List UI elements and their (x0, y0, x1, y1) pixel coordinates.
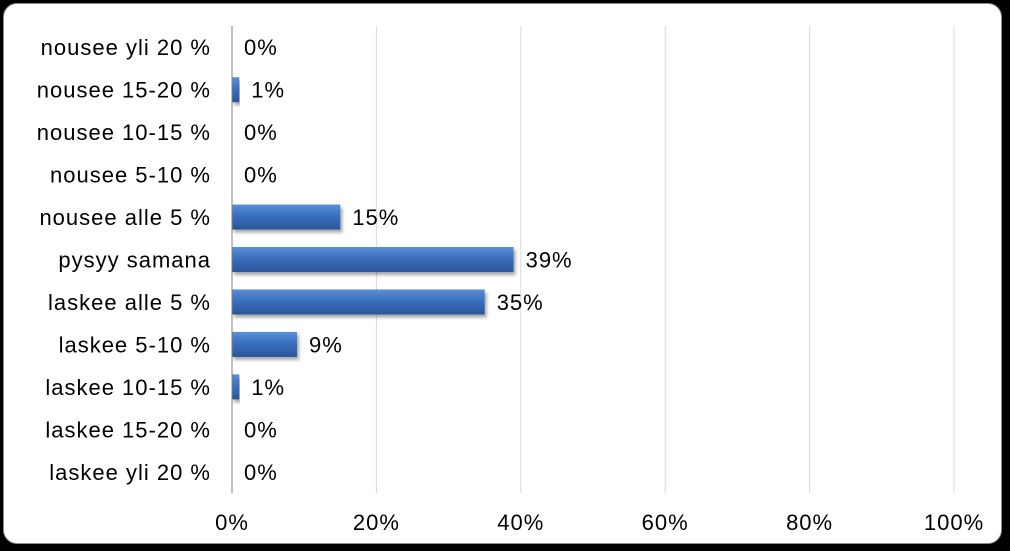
x-tick-label-0: 0% (215, 510, 249, 535)
category-label-1: nousee yli 20 % (41, 35, 211, 60)
category-label-3: nousee 10-15 % (37, 120, 211, 145)
bar-2 (232, 77, 240, 103)
category-label-4: nousee 5-10 % (50, 163, 211, 188)
category-label-8: laskee 5-10 % (59, 332, 211, 357)
value-label-7: 35% (497, 290, 544, 315)
value-label-8: 9% (309, 332, 343, 357)
bar-8 (232, 331, 297, 357)
category-label-6: pysyy samana (58, 248, 211, 273)
value-label-1: 0% (244, 35, 278, 60)
bar-7 (232, 289, 485, 315)
bar-5 (232, 204, 341, 230)
category-label-7: laskee alle 5 % (48, 290, 211, 315)
value-label-2: 1% (251, 78, 285, 103)
x-tick-label-40: 40% (497, 510, 544, 535)
value-label-10: 0% (244, 417, 278, 442)
category-label-9: laskee 10-15 % (45, 375, 211, 400)
x-tick-label-80: 80% (786, 510, 833, 535)
chart-frame (3, 3, 1002, 544)
value-label-6: 39% (526, 248, 573, 273)
category-label-2: nousee 15-20 % (37, 78, 211, 103)
value-label-9: 1% (251, 375, 285, 400)
category-label-5: nousee alle 5 % (39, 205, 211, 230)
value-label-3: 0% (244, 120, 278, 145)
category-label-10: laskee 15-20 % (45, 417, 211, 442)
value-label-5: 15% (352, 205, 399, 230)
x-tick-label-100: 100% (924, 510, 984, 535)
x-tick-label-20: 20% (353, 510, 400, 535)
value-label-4: 0% (244, 163, 278, 188)
bars (232, 77, 514, 400)
category-label-11: laskee yli 20 % (49, 460, 211, 485)
gridlines (375, 26, 955, 493)
value-label-11: 0% (244, 460, 278, 485)
bar-6 (232, 247, 514, 272)
labels: 0% nousee yli 20 % 1% nousee 15-20 % 0% nouse… (37, 35, 984, 535)
x-tick-label-60: 60% (642, 510, 689, 535)
bar-9 (232, 374, 240, 400)
